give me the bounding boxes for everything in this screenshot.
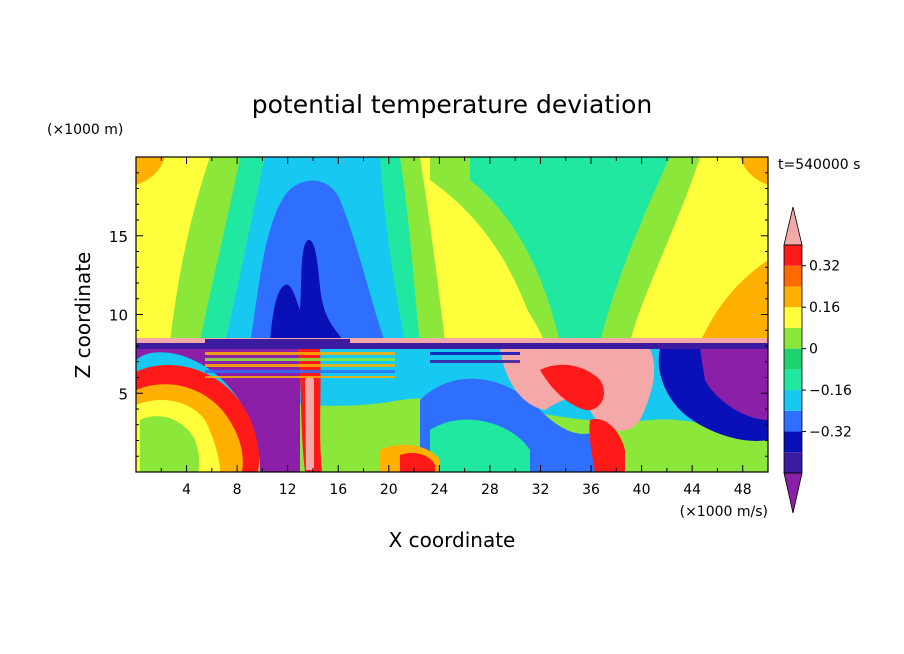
region-upper-topleft-orange — [136, 157, 165, 185]
region-red-lower-mid — [400, 453, 435, 472]
x-tick-label: 20 — [380, 482, 398, 498]
colorbar-segment — [784, 265, 802, 287]
y-unit-label: (×1000 m) — [47, 122, 123, 138]
region-right-purple — [700, 349, 768, 420]
x-tick-label: 28 — [481, 482, 499, 498]
colorbar-tick-label: 0 — [809, 342, 818, 358]
colorbar-segment — [784, 348, 802, 370]
colorbar-segment — [784, 327, 802, 349]
x-axis-ticks: 4 8 12 16 20 24 28 32 36 40 44 48 — [160, 157, 752, 498]
region-upper-right-orange — [700, 260, 768, 342]
colorbar-segment — [784, 390, 802, 411]
region-upper-mid-teal — [470, 157, 670, 342]
x-tick-label: 48 — [734, 482, 752, 498]
y-axis-label: Z coordinate — [71, 252, 95, 379]
x-tick-label: 40 — [633, 482, 651, 498]
lower-left-green-core — [140, 416, 200, 472]
region-mid-teal — [430, 419, 530, 472]
colorbar-extend-top — [783, 206, 803, 246]
colorbar-segment — [784, 410, 802, 432]
region-upper-topright-orange — [740, 157, 768, 185]
x-tick-label: 4 — [182, 482, 191, 498]
x-unit-label: (×1000 m/s) — [680, 504, 768, 520]
x-tick-label: 12 — [279, 482, 297, 498]
colorbar-segment — [784, 245, 802, 266]
colorbar-tick-label: −0.32 — [809, 425, 852, 441]
inversion-band — [136, 338, 768, 343]
colorbar-segment — [784, 431, 802, 453]
colorbar-tick-label: 0.32 — [809, 259, 840, 275]
colorbar-tick-label: −0.16 — [809, 383, 852, 399]
x-tick-label: 24 — [430, 482, 448, 498]
region-upper-navy — [270, 239, 345, 342]
colorbar-segment — [784, 307, 802, 328]
colorbar-tick-labels: 0.32 0.16 0 −0.16 −0.32 — [802, 259, 852, 441]
lower-layer-navy — [136, 343, 768, 349]
colorbar-segment — [784, 286, 802, 308]
colorbar-segment — [784, 452, 802, 473]
colorbar-tick-label: 0.16 — [809, 300, 840, 316]
colorbar-segment — [784, 369, 802, 391]
y-tick-label: 15 — [109, 228, 128, 246]
y-axis-ticks: 5 10 15 — [109, 172, 768, 457]
x-tick-label: 44 — [683, 482, 701, 498]
time-label: t=540000 s — [778, 157, 860, 173]
region-red-turbulence — [540, 364, 605, 411]
chart-title: potential temperature deviation — [252, 90, 652, 119]
plume-pink-center — [305, 376, 314, 470]
x-tick-label: 32 — [532, 482, 550, 498]
inversion-band-navy — [205, 339, 350, 343]
x-tick-label: 16 — [329, 482, 347, 498]
y-tick-label: 5 — [118, 385, 128, 403]
colorbar-extend-bottom — [783, 472, 803, 514]
region-red-right-bottom — [589, 419, 625, 472]
colorbar — [783, 206, 803, 514]
region-upper-mid-yellow — [455, 279, 545, 342]
contour-field — [136, 157, 768, 472]
colorbar-frame — [783, 244, 803, 474]
y-tick-label: 10 — [109, 307, 128, 325]
x-tick-label: 36 — [582, 482, 600, 498]
x-tick-label: 8 — [233, 482, 242, 498]
wave-stripes — [205, 352, 520, 378]
x-axis-label: X coordinate — [389, 528, 516, 552]
lower-left-purple — [136, 349, 300, 472]
